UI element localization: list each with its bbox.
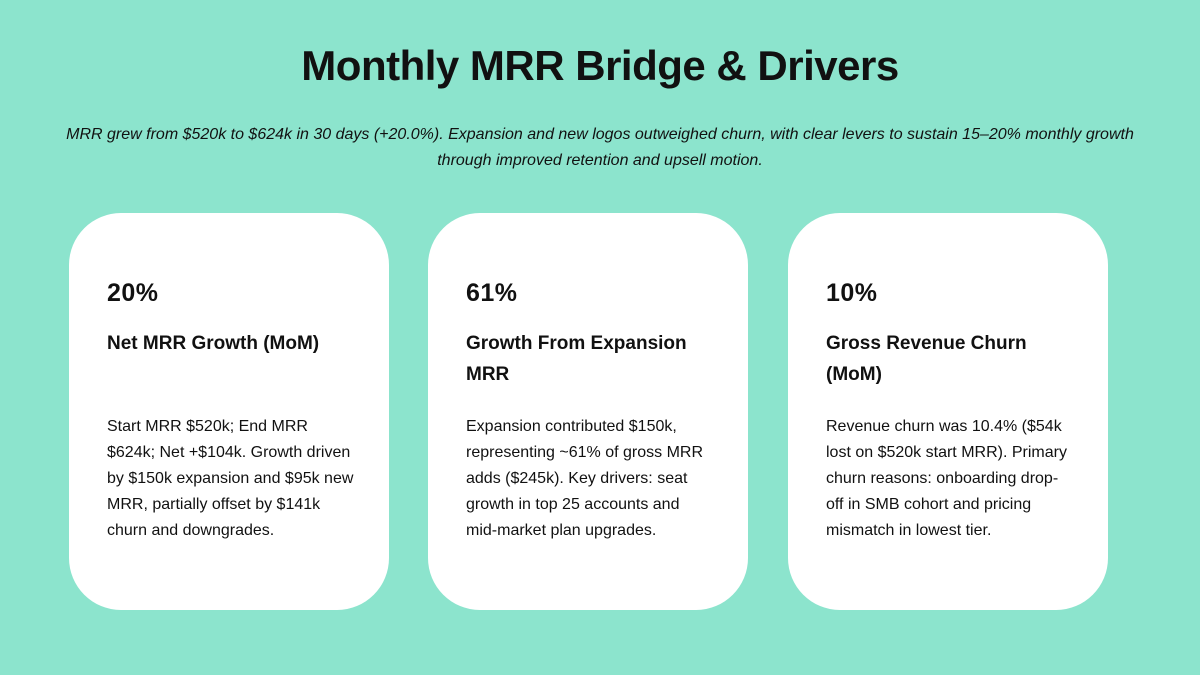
card: 61% Growth From Expansion MRR Expansion … — [428, 213, 748, 610]
subtitle: MRR grew from $520k to $624k in 30 days … — [66, 126, 1134, 169]
card-body: Start MRR $520k; End MRR $624k; Net +$10… — [107, 418, 354, 539]
card-body: Expansion contributed $150k, representin… — [466, 418, 703, 539]
card-body: Revenue churn was 10.4% ($54k lost on $5… — [826, 418, 1067, 539]
title: Monthly MRR Bridge & Drivers — [301, 42, 899, 89]
metric: 20% — [107, 279, 159, 307]
metric: 61% — [466, 279, 518, 307]
card: 20% Net MRR Growth (MoM) Start MRR $520k… — [69, 213, 389, 610]
card: 10% Gross Revenue Churn (MoM) Revenue ch… — [788, 213, 1108, 610]
card-label: Net MRR Growth (MoM) — [107, 333, 320, 354]
metric: 10% — [826, 279, 878, 307]
card-label: Growth From Expansion MRR — [466, 333, 687, 385]
card-label: Gross Revenue Churn (MoM) — [826, 333, 1027, 385]
